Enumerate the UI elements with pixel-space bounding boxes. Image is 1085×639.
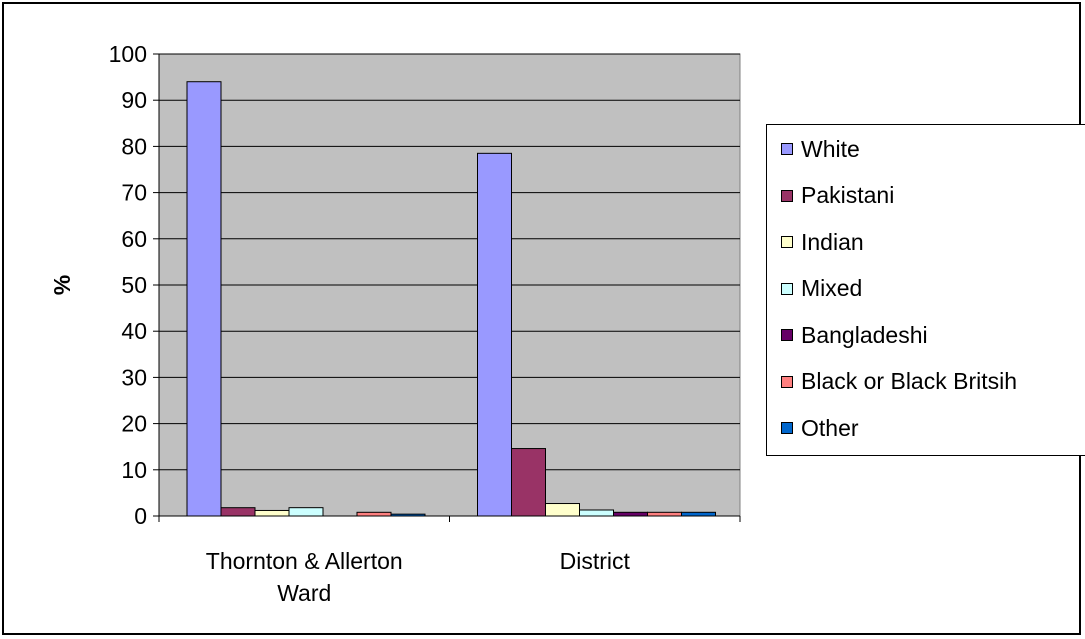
legend-swatch (781, 282, 793, 295)
y-tick-label: 20 (121, 411, 147, 437)
legend-label: Bangladeshi (801, 321, 928, 348)
bar-indian (254, 509, 290, 517)
legend-item: Black or Black Britsih (781, 368, 1017, 396)
bar-mixed (579, 509, 614, 517)
legend-item: Mixed (781, 275, 862, 303)
legend-label: Black or Black Britsih (801, 368, 1018, 394)
x-category-label: Ward (277, 580, 331, 606)
legend-label: Mixed (801, 275, 863, 301)
bar-bangladeshi (613, 511, 648, 517)
legend-label: White (801, 135, 860, 162)
bar-white (477, 152, 512, 517)
legend-swatch (781, 236, 793, 248)
bar-pakistani (511, 448, 546, 517)
x-category-label: District (560, 548, 631, 574)
legend-label: Indian (801, 228, 864, 255)
bar-black-or-black-britsih (356, 511, 392, 517)
legend-swatch (781, 329, 793, 341)
bar-pakistani (220, 507, 256, 517)
y-tick-label: 50 (121, 272, 147, 298)
legend-swatch (781, 375, 793, 388)
y-tick-label: 40 (121, 318, 147, 344)
y-tick-label: 60 (121, 226, 147, 252)
bar-indian (545, 503, 580, 517)
legend-label: Other (801, 414, 859, 441)
legend-item: Indian (781, 228, 864, 256)
y-tick-label: 90 (121, 87, 147, 113)
y-axis-title: % (49, 275, 75, 295)
x-category-label: Thornton & Allerton (206, 548, 403, 574)
bar-white (186, 81, 222, 517)
bar-black-or-black-britsih (647, 511, 682, 517)
legend-swatch (781, 189, 793, 202)
legend-label: Pakistani (801, 182, 895, 208)
legend-item: Pakistani (781, 182, 894, 210)
y-tick-label: 80 (121, 133, 147, 159)
legend-swatch (781, 143, 793, 155)
legend-swatch (781, 422, 793, 434)
y-tick-label: 10 (121, 457, 147, 483)
bar-mixed (288, 507, 324, 517)
y-tick-label: 0 (134, 503, 147, 529)
y-tick-label: 100 (109, 41, 147, 67)
y-tick-label: 30 (121, 364, 147, 390)
legend-item: Other (781, 414, 859, 442)
legend-item: White (781, 135, 860, 163)
bar-other (390, 513, 426, 517)
bar-chart: 0 10 20 30 40 50 60 70 80 90 100% Thornton & Allert… (49, 41, 741, 606)
bar-other (681, 511, 716, 517)
y-tick-label: 70 (121, 180, 147, 206)
legend: White Pakistani Indian Mixed Bangladeshi Blac… (766, 124, 1085, 456)
legend-item: Bangladeshi (781, 321, 928, 349)
